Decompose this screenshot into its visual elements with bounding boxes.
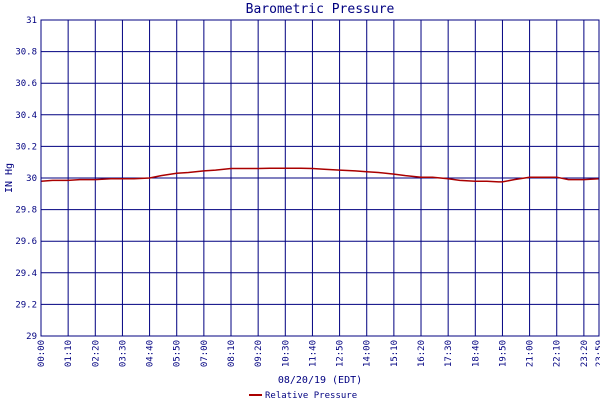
y-tick-label: 30.8 [15, 48, 37, 58]
x-tick-label: 05:50 [173, 340, 183, 367]
y-tick-label: 29.2 [15, 300, 37, 310]
x-tick-label: 21:00 [526, 340, 536, 367]
y-tick-label: 31 [26, 16, 37, 26]
y-tick-label: 30.4 [15, 111, 37, 121]
x-tick-label: 10:30 [281, 340, 291, 367]
y-axis-label: IN Hg [4, 163, 15, 193]
x-tick-label: 23:20 [580, 340, 590, 367]
x-tick-label: 00:00 [37, 340, 47, 367]
y-tick-label: 29.8 [15, 206, 37, 216]
y-tick-label: 29 [26, 332, 37, 342]
x-tick-label: 11:40 [308, 340, 318, 367]
x-tick-label: 09:20 [254, 340, 264, 367]
x-tick-label: 15:10 [390, 340, 400, 367]
y-tick-label: 30.6 [15, 79, 37, 89]
series-layer [40, 167, 600, 183]
y-tick-label: 29.6 [15, 237, 37, 247]
legend: Relative Pressure [249, 391, 357, 400]
x-tick-label: 16:20 [417, 340, 427, 367]
legend-entry-relative-pressure: Relative Pressure [265, 391, 357, 400]
x-tick-label: 07:00 [200, 340, 210, 367]
x-tick-label: 17:30 [444, 340, 454, 367]
series-line-relative-pressure [40, 167, 600, 183]
x-tick-label: 01:10 [64, 340, 74, 367]
x-tick-label: 08:10 [227, 340, 237, 367]
x-axis-label: 08/20/19 (EDT) [278, 375, 362, 386]
x-tick-label: 04:40 [146, 340, 156, 367]
y-tick-label: 30.2 [15, 142, 37, 152]
x-tick-label: 18:40 [471, 340, 481, 367]
y-tick-label: 30 [26, 174, 37, 184]
y-tick-label: 29.4 [15, 269, 37, 279]
x-tick-labels: 00:00 01:10 02:20 03:30 04:40 05:50 07:00 08:10… [37, 340, 600, 367]
x-tick-label: 23:59 [595, 340, 600, 367]
x-tick-label: 19:50 [498, 340, 508, 367]
x-tick-label: 14:00 [363, 340, 373, 367]
plot-frame [40, 19, 600, 337]
x-tick-label: 02:20 [91, 340, 101, 367]
chart-title: Barometric Pressure [246, 2, 395, 17]
x-tick-label: 03:30 [118, 340, 128, 367]
x-tick-label: 12:50 [336, 340, 346, 367]
y-tick-labels: 29 29.2 29.4 29.6 29.8 30 30.2 30.4 30.6 30.8 31 [15, 16, 37, 342]
x-tick-label: 22:10 [553, 340, 563, 367]
